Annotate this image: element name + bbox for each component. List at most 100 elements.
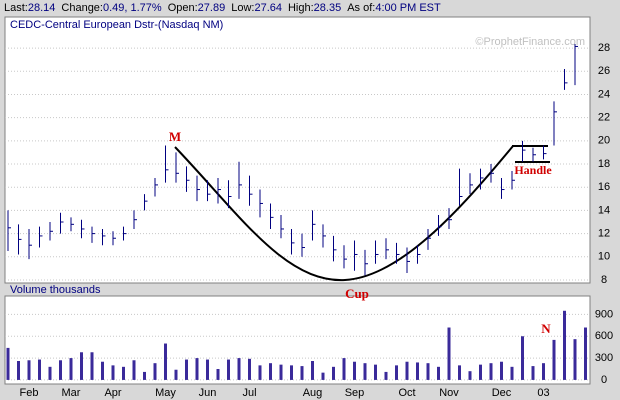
header-label: As of: <box>347 2 375 14</box>
y-tick-label: 12 <box>598 228 610 240</box>
volume-bar <box>437 366 440 380</box>
volume-bar <box>122 366 125 380</box>
y-tick-label: 8 <box>601 274 607 286</box>
volume-bar <box>248 358 251 380</box>
x-tick-label: Sep <box>345 387 365 399</box>
volume-bar <box>17 360 20 380</box>
watermark: ©ProphetFinance.com <box>475 36 585 48</box>
volume-bar <box>321 372 325 380</box>
x-tick-label: Oct <box>398 387 415 399</box>
volume-bar <box>195 358 199 380</box>
volume-bar <box>563 310 566 380</box>
volume-bar <box>531 366 535 380</box>
x-tick-label: Mar <box>62 387 81 399</box>
cup-line <box>174 145 514 282</box>
header-value: 4:00 PM EST <box>375 2 441 14</box>
volume-bar <box>573 339 577 380</box>
volume-bar <box>489 363 493 380</box>
y-tick-label: 10 <box>598 251 610 263</box>
x-tick-label: Dec <box>492 387 512 399</box>
x-tick-label: May <box>155 387 176 399</box>
volume-bar <box>6 347 10 380</box>
x-tick-label: Apr <box>104 387 121 399</box>
volume-bar <box>479 364 482 380</box>
annotation: N <box>541 321 551 336</box>
volume-bar <box>384 371 388 380</box>
volume-bar <box>426 363 430 380</box>
annotation: M <box>169 129 181 144</box>
x-tick-label: Feb <box>20 387 39 399</box>
volume-bar <box>279 364 283 380</box>
volume-bar <box>227 359 230 380</box>
y-tick-label: 300 <box>595 352 613 364</box>
volume-bar <box>552 339 556 380</box>
volume-bar <box>269 363 272 380</box>
y-tick-label: 16 <box>598 181 610 193</box>
header-label: High: <box>288 2 314 14</box>
volume-bar <box>374 364 377 380</box>
volume-bar <box>521 336 524 380</box>
volume-bar <box>542 363 545 380</box>
header-label: Open: <box>168 2 198 14</box>
volume-bar <box>395 365 398 380</box>
volume-bar <box>363 363 367 380</box>
header-value: 27.64 <box>254 2 282 14</box>
x-tick-label: Aug <box>303 387 323 399</box>
y-tick-label: 14 <box>598 204 610 216</box>
volume-bar <box>300 366 304 380</box>
y-tick-label: 900 <box>595 308 613 320</box>
y-tick-label: 22 <box>598 112 610 124</box>
volume-bar <box>447 327 451 380</box>
volume-bar <box>90 352 94 380</box>
header-value: 28.35 <box>314 2 342 14</box>
volume-bar <box>48 366 52 380</box>
x-tick-label: Jul <box>242 387 256 399</box>
volume-bar <box>468 371 472 380</box>
volume-bar <box>80 352 83 380</box>
x-tick-label: 03 <box>537 387 549 399</box>
header-value: 27.89 <box>198 2 226 14</box>
annotation: Cup <box>345 286 369 301</box>
volume-bar <box>416 362 419 380</box>
volume-bar <box>185 359 188 380</box>
volume-bar <box>111 365 115 380</box>
volume-title: Volume thousands <box>10 284 101 296</box>
volume-bar <box>38 359 41 380</box>
volume-bar <box>584 327 587 380</box>
header-label: Change: <box>61 2 103 14</box>
annotation: Handle <box>514 163 552 177</box>
volume-bar <box>101 361 104 380</box>
volume-bar <box>290 365 293 380</box>
x-tick-label: Jun <box>199 387 217 399</box>
y-tick-label: 0 <box>601 374 607 386</box>
volume-bar <box>216 369 220 380</box>
y-tick-label: 28 <box>598 42 610 54</box>
volume-bar <box>143 371 146 380</box>
price-panel <box>4 16 591 284</box>
volume-bar <box>174 369 178 380</box>
volume-bar <box>405 361 409 380</box>
volume-bar <box>132 360 136 380</box>
volume-bar <box>27 360 31 380</box>
volume-bar <box>342 358 346 380</box>
volume-bar <box>510 366 514 380</box>
volume-bar <box>500 361 503 380</box>
y-tick-label: 20 <box>598 135 610 147</box>
header-value: 0.49, 1.77% <box>103 2 162 14</box>
volume-bar <box>237 358 241 380</box>
header-label: Low: <box>231 2 254 14</box>
volume-bar <box>164 343 167 380</box>
volume-bar <box>206 359 209 380</box>
y-tick-label: 600 <box>595 330 613 342</box>
y-tick-label: 18 <box>598 158 610 170</box>
volume-bar <box>69 358 73 380</box>
volume-bar <box>258 365 262 380</box>
volume-bar <box>153 363 157 380</box>
volume-bar <box>59 360 62 380</box>
volume-bar <box>311 360 314 380</box>
x-tick-label: Nov <box>439 387 459 399</box>
volume-bar <box>458 365 461 380</box>
y-tick-label: 24 <box>598 88 610 100</box>
chart-title: CEDC-Central European Dstr-(Nasdaq NM) <box>10 19 223 31</box>
